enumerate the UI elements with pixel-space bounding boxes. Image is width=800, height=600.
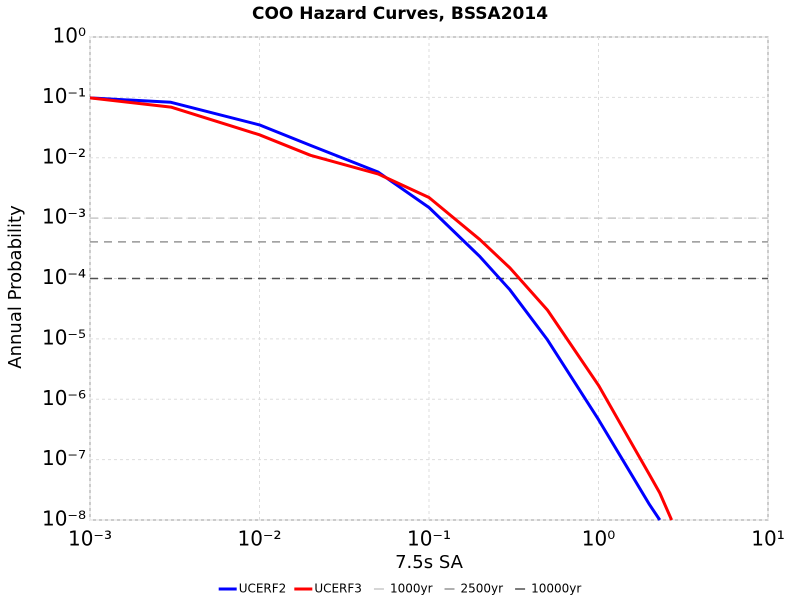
y-tick-label: 10⁰ [53, 24, 86, 48]
legend-label: 10000yr [531, 582, 581, 596]
y-tick-label: 10⁻⁴ [42, 265, 86, 289]
x-axis-label: 7.5s SA [395, 552, 463, 573]
legend-label: 1000yr [390, 582, 433, 596]
y-tick-label: 10⁻¹ [42, 84, 86, 108]
x-tick-label: 10⁻³ [68, 527, 112, 551]
chart-title: COO Hazard Curves, BSSA2014 [252, 4, 548, 24]
y-tick-label: 10⁻⁷ [42, 446, 86, 470]
y-tick-label: 10⁻³ [42, 205, 86, 229]
legend-label: 2500yr [461, 582, 504, 596]
y-tick-label: 10⁻⁸ [42, 507, 86, 531]
y-tick-label: 10⁻² [42, 144, 86, 168]
x-tick-label: 10⁰ [582, 527, 615, 551]
legend-label: UCERF3 [314, 582, 362, 596]
series-line [89, 96, 673, 521]
legend-label: UCERF2 [239, 582, 287, 596]
legend: UCERF2 UCERF3 1000yr 2500yr 10000yr [218, 582, 581, 596]
x-tick-label: 10⁻¹ [407, 527, 451, 551]
x-tick-label: 10⁻² [237, 527, 281, 551]
x-tick-label: 10¹ [751, 527, 784, 551]
y-axis-label: Annual Probability [5, 205, 26, 369]
series-line [89, 96, 662, 521]
y-tick-label: 10⁻⁵ [42, 325, 86, 349]
y-tick-label: 10⁻⁶ [42, 386, 86, 410]
